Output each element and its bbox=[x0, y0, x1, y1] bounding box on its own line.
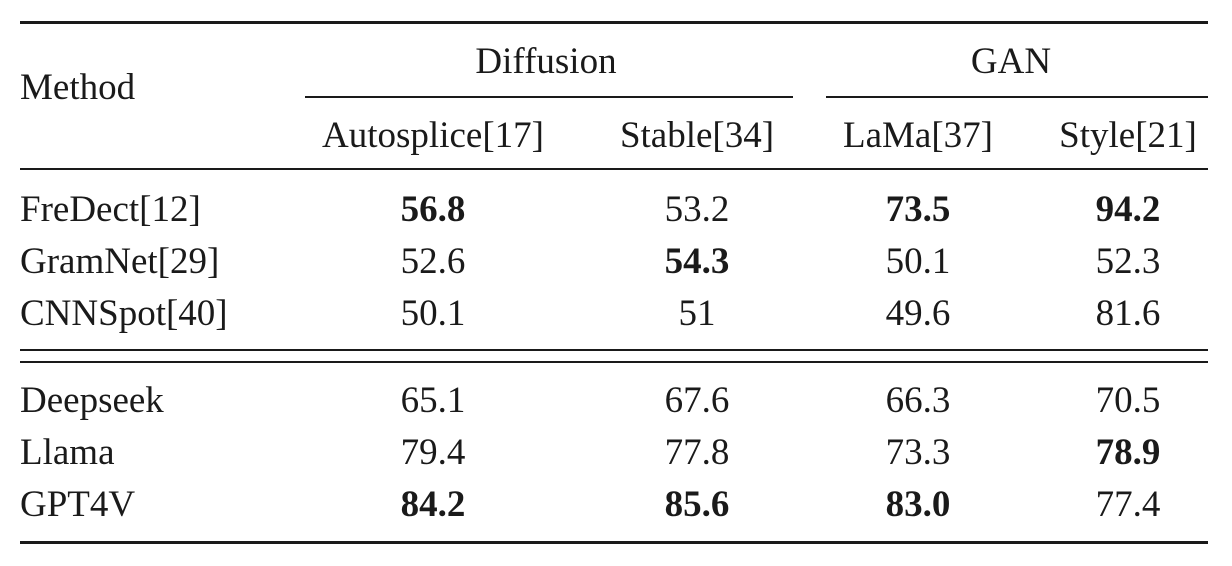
group-header-gan: GAN bbox=[970, 41, 1052, 82]
row-method-deepseek: Deepseek bbox=[20, 380, 164, 421]
cell-gpt4v-autosplice: 84.2 bbox=[400, 484, 466, 525]
cell-deepseek-lama: 66.3 bbox=[885, 380, 951, 421]
cell-deepseek-stable: 67.6 bbox=[664, 380, 730, 421]
gan-group-rule bbox=[826, 96, 1208, 98]
cell-deepseek-autosplice: 65.1 bbox=[400, 380, 466, 421]
row-method-gramnet: GramNet[29] bbox=[20, 241, 220, 282]
cell-fredect-style: 94.2 bbox=[1095, 189, 1161, 230]
cell-cnnspot-autosplice: 50.1 bbox=[400, 293, 466, 334]
diffusion-group-rule bbox=[305, 96, 793, 98]
bottom-rule bbox=[20, 541, 1208, 544]
cell-fredect-autosplice: 56.8 bbox=[400, 189, 466, 230]
cell-gramnet-stable: 54.3 bbox=[664, 241, 730, 282]
cell-llama-lama: 73.3 bbox=[885, 432, 951, 473]
column-header-autosplice: Autosplice[17] bbox=[322, 115, 544, 156]
column-header-lama: LaMa[37] bbox=[843, 115, 993, 156]
cell-llama-style: 78.9 bbox=[1095, 432, 1161, 473]
header-rule bbox=[20, 168, 1208, 170]
column-header-stable: Stable[34] bbox=[619, 115, 775, 156]
cell-llama-stable: 77.8 bbox=[664, 432, 730, 473]
cell-gramnet-autosplice: 52.6 bbox=[400, 241, 466, 282]
cell-fredect-stable: 53.2 bbox=[664, 189, 730, 230]
cell-fredect-lama: 73.5 bbox=[885, 189, 951, 230]
row-method-cnnspot: CNNSpot[40] bbox=[20, 293, 228, 334]
row-method-fredect: FreDect[12] bbox=[20, 189, 201, 230]
method-header: Method bbox=[20, 67, 136, 108]
group-header-diffusion: Diffusion bbox=[475, 41, 617, 82]
row-method-gpt4v: GPT4V bbox=[20, 484, 136, 525]
cell-gpt4v-lama: 83.0 bbox=[885, 484, 951, 525]
cell-gpt4v-stable: 85.6 bbox=[664, 484, 730, 525]
cell-cnnspot-lama: 49.6 bbox=[885, 293, 951, 334]
row-method-llama: Llama bbox=[20, 432, 115, 473]
cell-gramnet-lama: 50.1 bbox=[885, 241, 951, 282]
column-header-style: Style[21] bbox=[1059, 115, 1197, 156]
cell-gramnet-style: 52.3 bbox=[1095, 241, 1161, 282]
top-rule bbox=[20, 21, 1208, 24]
cell-cnnspot-style: 81.6 bbox=[1095, 293, 1161, 334]
cell-deepseek-style: 70.5 bbox=[1095, 380, 1161, 421]
cell-llama-autosplice: 79.4 bbox=[400, 432, 466, 473]
cell-cnnspot-stable: 51 bbox=[678, 293, 716, 334]
section-divider-upper bbox=[20, 349, 1208, 351]
section-divider-lower bbox=[20, 361, 1208, 363]
cell-gpt4v-style: 77.4 bbox=[1095, 484, 1161, 525]
